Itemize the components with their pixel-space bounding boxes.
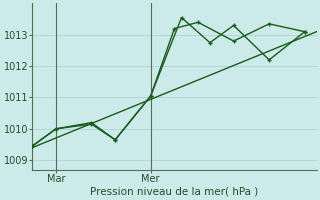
X-axis label: Pression niveau de la mer( hPa ): Pression niveau de la mer( hPa ) — [90, 187, 259, 197]
